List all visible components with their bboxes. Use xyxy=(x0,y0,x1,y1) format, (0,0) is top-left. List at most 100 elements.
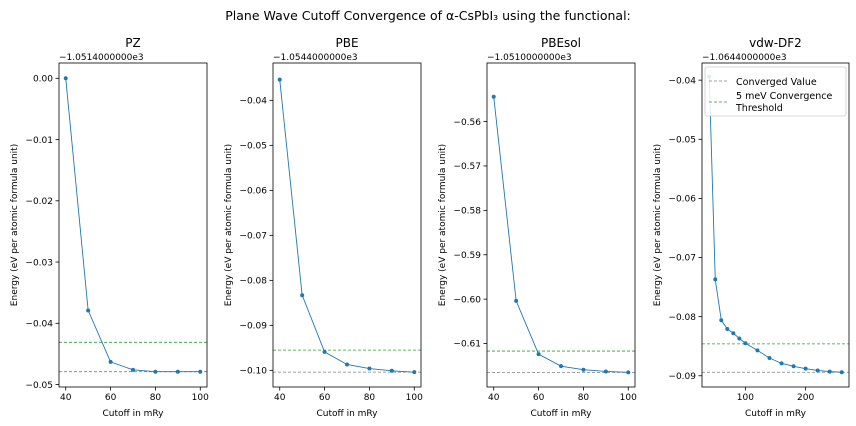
y-tick-label: −0.03 xyxy=(25,258,53,268)
x-tick-label: 80 xyxy=(150,393,162,403)
data-point xyxy=(767,356,772,361)
x-axis-label: Cutoff in mRy xyxy=(745,409,807,419)
y-axis-label: Energy (eV per atomic formula unit) xyxy=(653,144,663,306)
data-point xyxy=(131,367,135,372)
x-axis-label: Cutoff in mRy xyxy=(316,409,378,419)
data-point xyxy=(737,336,742,341)
data-point xyxy=(277,77,282,82)
panel-title: PBE xyxy=(335,36,358,50)
x-tick-label: 200 xyxy=(797,393,814,403)
data-point xyxy=(581,367,586,372)
y-tick-label: −0.08 xyxy=(239,277,267,287)
data-point xyxy=(63,76,68,81)
data-point xyxy=(719,318,724,323)
data-point xyxy=(603,369,608,374)
x-tick-label: 100 xyxy=(406,393,423,403)
x-tick-label: 100 xyxy=(192,393,209,403)
y-axis-label: Energy (eV per atomic formula unit) xyxy=(438,144,448,306)
data-point xyxy=(514,298,519,303)
y-tick-label: −0.05 xyxy=(668,135,696,145)
axes-frame xyxy=(486,62,636,388)
data-point xyxy=(300,293,305,298)
data-point xyxy=(779,361,784,366)
panel-title: vdw-DF2 xyxy=(749,36,802,50)
panel-2: 40 60 80 100 −0.04 −0.05 −0.06 −0.07 −0.08 −0.09 −… xyxy=(224,36,423,419)
y-tick-label: −0.07 xyxy=(668,254,696,264)
offset-label: −1.0544000000e3 xyxy=(273,53,358,63)
data-point xyxy=(322,349,327,354)
x-tick-label: 80 xyxy=(578,393,590,403)
legend-threshold-label-2: Threshold xyxy=(735,103,783,114)
y-tick-label: −0.56 xyxy=(453,118,481,128)
data-point xyxy=(626,370,631,375)
data-point xyxy=(815,368,820,373)
y-tick-label: −0.05 xyxy=(25,381,53,391)
data-point xyxy=(839,370,844,375)
legend-box xyxy=(704,66,847,117)
panel-3: 40 60 80 100 −0.56 −0.57 −0.58 −0.59 −0.60 −0.61 P… xyxy=(438,36,637,419)
series-line xyxy=(279,79,415,373)
data-point xyxy=(108,359,113,364)
y-axis-label: Energy (eV per atomic formula unit) xyxy=(10,144,20,306)
x-tick-label: 100 xyxy=(620,393,637,403)
y-tick-label: −0.10 xyxy=(239,367,267,377)
data-point xyxy=(389,368,394,373)
offset-label: −1.0644000000e3 xyxy=(702,53,787,63)
legend-converged-label: Converged Value xyxy=(736,77,817,88)
data-point xyxy=(743,341,748,346)
y-tick-label: −0.59 xyxy=(453,251,481,261)
y-tick-label: −0.04 xyxy=(239,97,267,107)
legend-threshold-label-1: 5 meV Convergence xyxy=(736,91,832,102)
y-tick-label: −0.60 xyxy=(453,295,481,305)
series-line xyxy=(708,76,842,373)
x-axis-label: Cutoff in mRy xyxy=(530,409,592,419)
data-point xyxy=(412,370,417,375)
data-point xyxy=(755,348,760,353)
data-point xyxy=(713,277,718,282)
data-point xyxy=(153,369,158,374)
y-tick-label: −0.09 xyxy=(668,372,696,382)
figure-title: Plane Wave Cutoff Convergence of α-CsPbI… xyxy=(225,8,631,23)
data-point xyxy=(345,362,349,367)
offset-label: −1.0514000000e3 xyxy=(59,53,144,63)
panel-4: 100 200 −0.04 −0.05 −0.06 −0.07 −0.08 −0.09 vdw-… xyxy=(653,36,850,419)
x-axis-label: Cutoff in mRy xyxy=(102,409,164,419)
data-point xyxy=(175,369,180,374)
y-tick-label: 0.00 xyxy=(33,75,53,85)
y-tick-label: −0.09 xyxy=(239,322,267,332)
x-tick-label: 60 xyxy=(105,393,117,403)
series-line xyxy=(65,78,201,373)
y-tick-label: −0.61 xyxy=(453,340,481,350)
y-tick-label: −0.08 xyxy=(668,313,696,323)
data-point xyxy=(491,94,496,99)
x-tick-label: 40 xyxy=(274,393,286,403)
y-tick-label: −0.05 xyxy=(239,142,267,152)
y-tick-label: −0.58 xyxy=(453,207,481,217)
axes-frame xyxy=(58,62,208,388)
y-tick-label: −0.02 xyxy=(25,197,53,207)
x-tick-label: 40 xyxy=(60,393,72,403)
data-point xyxy=(559,364,563,369)
data-point xyxy=(536,352,541,357)
data-point xyxy=(791,364,796,369)
y-tick-label: −0.06 xyxy=(239,187,267,197)
data-point xyxy=(198,369,203,374)
axes-frame xyxy=(272,62,422,388)
data-point xyxy=(803,366,808,371)
x-tick-label: 100 xyxy=(737,393,754,403)
offset-label: −1.0510000000e3 xyxy=(487,53,572,63)
y-tick-label: −0.04 xyxy=(25,320,53,330)
data-point xyxy=(725,327,730,332)
panel-title: PBEsol xyxy=(541,36,581,50)
x-tick-label: 60 xyxy=(533,393,545,403)
y-axis-label: Energy (eV per atomic formula unit) xyxy=(224,144,234,306)
x-tick-label: 40 xyxy=(488,393,500,403)
y-tick-label: −0.07 xyxy=(239,232,267,242)
data-point xyxy=(731,331,736,336)
series-line xyxy=(493,96,629,373)
y-tick-label: −0.04 xyxy=(668,76,696,86)
x-tick-label: 80 xyxy=(364,393,376,403)
y-tick-label: −0.01 xyxy=(25,136,53,146)
x-tick-label: 60 xyxy=(319,393,331,403)
